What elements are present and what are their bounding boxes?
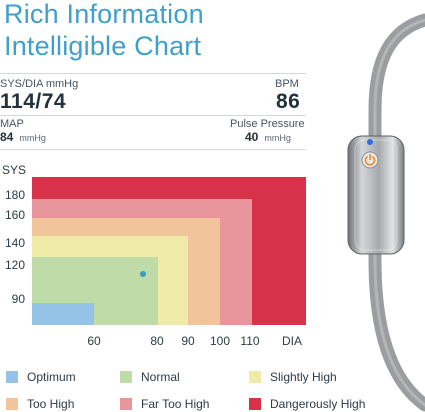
y-tick-label: 140 <box>5 236 25 250</box>
y-tick-label: 180 <box>5 188 25 202</box>
monitor-device-image <box>347 13 425 412</box>
bpm-label: BPM <box>275 78 299 90</box>
map-unit: mmHg <box>19 133 46 143</box>
zone-optimum <box>32 303 94 325</box>
x-axis-label: DIA <box>282 334 302 348</box>
legend-swatch-normal <box>120 371 132 383</box>
headline: Rich Information Intelligible Chart <box>4 0 204 62</box>
legend-item-slightly-high: Slightly High <box>249 370 337 384</box>
sys-dia-label: SYS/DIA mmHg <box>0 78 79 90</box>
legend-swatch-optimum <box>6 371 18 383</box>
legend-label-normal: Normal <box>141 370 180 384</box>
sys-dia-value: 114/74 <box>0 90 67 113</box>
legend-swatch-too-high <box>6 398 18 410</box>
measurement-point <box>140 271 146 277</box>
cuff-tube <box>368 13 425 412</box>
legend-item-dangerously-high: Dangerously High <box>249 397 365 411</box>
headline-line-2: Intelligible Chart <box>4 31 202 61</box>
legend-item-too-high: Too High <box>6 397 74 411</box>
x-tick-label: 100 <box>210 334 230 348</box>
legend-item-far-too-high: Far Too High <box>120 397 209 411</box>
legend-swatch-slightly-high <box>249 371 261 383</box>
status-light <box>367 139 373 145</box>
legend-label-dangerously-high: Dangerously High <box>270 397 366 411</box>
x-tick-label: 80 <box>150 334 164 348</box>
y-tick-label: 160 <box>5 208 25 222</box>
control-unit <box>347 135 405 255</box>
bpm-value: 86 <box>276 90 301 113</box>
legend-item-optimum: Optimum <box>6 370 76 384</box>
y-tick-label: 120 <box>5 258 25 272</box>
legend-label-far-too-high: Far Too High <box>141 397 210 411</box>
legend-swatch-far-too-high <box>120 398 132 410</box>
y-axis-label: SYS <box>2 163 26 177</box>
divider-bottom <box>0 149 306 150</box>
blood-pressure-chart: SYS DIA 180 160 140 120 90 60 80 90 100 110 <box>2 163 306 348</box>
legend-label-slightly-high: Slightly High <box>270 370 337 384</box>
legend-swatch-dangerously-high <box>249 398 261 410</box>
legend-label-optimum: Optimum <box>27 370 76 384</box>
map-readout: 84 mmHg <box>0 130 46 144</box>
pulse-pressure-readout: 40 mmHg <box>245 130 291 144</box>
x-tick-label: 60 <box>87 334 101 348</box>
y-tick-label: 90 <box>12 292 26 306</box>
x-tick-label: 110 <box>240 334 259 348</box>
map-label: MAP <box>0 118 24 130</box>
legend-label-too-high: Too High <box>27 397 75 411</box>
divider-mid <box>0 115 306 116</box>
pulse-pressure-label: Pulse Pressure <box>230 118 305 130</box>
x-tick-label: 90 <box>181 334 195 348</box>
legend-item-normal: Normal <box>120 370 180 384</box>
power-icon[interactable] <box>361 151 379 169</box>
divider-top <box>0 73 306 74</box>
headline-line-1: Rich Information <box>4 0 204 29</box>
pulse-pressure-unit: mmHg <box>264 133 291 143</box>
pulse-pressure-value: 40 <box>245 130 259 144</box>
map-value: 84 <box>0 130 14 144</box>
